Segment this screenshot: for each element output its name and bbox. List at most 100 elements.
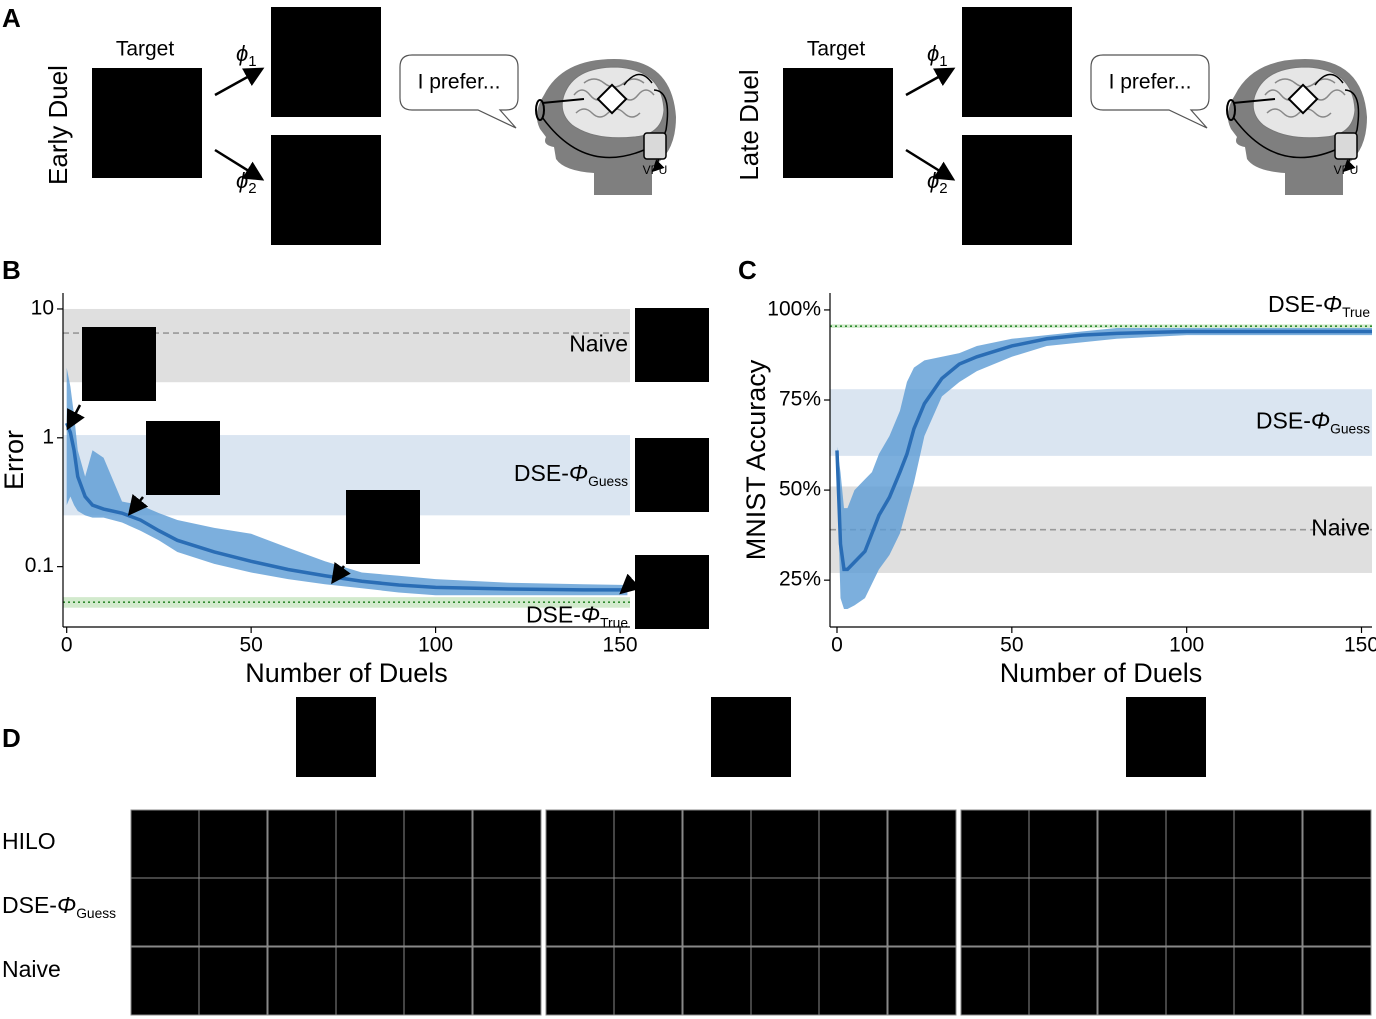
image	[1165, 809, 1235, 879]
image-bg	[1097, 809, 1167, 879]
band-label: DSE-ΦGuess	[514, 460, 628, 488]
label-text: DSE-	[1268, 291, 1323, 317]
glasses-arm	[1232, 98, 1276, 104]
y-axis-label: Error	[0, 430, 29, 490]
phi: ϕ2	[927, 168, 948, 197]
confidence-band	[66, 367, 628, 596]
image	[1028, 877, 1098, 947]
subscript: Guess	[588, 474, 628, 489]
subscript: True	[600, 615, 628, 630]
arrow	[66, 404, 85, 431]
wire2	[623, 73, 653, 86]
image-bg	[335, 946, 405, 1016]
image	[198, 877, 268, 947]
image	[146, 421, 220, 495]
image-bg	[472, 946, 542, 1016]
band-label: DSE-ΦTrue	[526, 601, 628, 629]
arrow	[127, 494, 149, 516]
image	[1302, 946, 1372, 1016]
image	[1097, 809, 1167, 879]
vpu	[643, 132, 667, 160]
image-bg	[818, 877, 888, 947]
image	[335, 809, 405, 879]
image-bg	[1165, 877, 1235, 947]
image	[750, 809, 820, 879]
arrow	[905, 67, 956, 97]
image	[962, 135, 1072, 245]
image-bg	[1302, 877, 1372, 947]
image	[296, 697, 376, 777]
image-bg	[887, 946, 957, 1016]
image-bg	[818, 946, 888, 1016]
phi: ϕ1	[236, 41, 257, 70]
image-bg	[267, 877, 337, 947]
image-bg	[472, 809, 542, 879]
image	[1302, 809, 1372, 879]
image	[545, 877, 615, 947]
image-bg	[472, 877, 542, 947]
image-bg	[1302, 809, 1372, 879]
image	[267, 877, 337, 947]
image-bg	[682, 946, 752, 1016]
image-bg	[146, 421, 220, 495]
image	[335, 877, 405, 947]
image-bg	[296, 697, 376, 777]
subscript: Guess	[76, 906, 116, 921]
label-text: DSE-	[514, 460, 569, 486]
image	[635, 438, 709, 512]
image-bg	[887, 877, 957, 947]
image	[1233, 809, 1303, 879]
image	[962, 7, 1072, 117]
glasses	[535, 99, 545, 121]
x-axis-label: Number of Duels	[245, 658, 448, 688]
image-bg	[1165, 946, 1235, 1016]
y-tick-label: 1	[42, 425, 54, 448]
image	[403, 946, 473, 1016]
image	[1097, 877, 1167, 947]
image-bg	[1302, 946, 1372, 1016]
speech-text: I prefer...	[418, 71, 501, 94]
subscript: Guess	[1330, 421, 1370, 436]
x-tick-label: 0	[61, 634, 73, 657]
image-bg	[1126, 697, 1206, 777]
panel-label: C	[738, 255, 757, 285]
image-bg	[130, 809, 200, 879]
image-bg	[818, 809, 888, 879]
mean-line	[65, 422, 628, 592]
image	[472, 877, 542, 947]
vpu-label: VPU	[643, 163, 668, 177]
image	[271, 135, 381, 245]
x-tick-label: 50	[1000, 634, 1023, 657]
image-bg	[1097, 946, 1167, 1016]
wire2	[1314, 73, 1344, 86]
panel-label: A	[2, 3, 21, 33]
image	[635, 555, 709, 629]
glasses-arm	[541, 98, 585, 104]
target-label: Target	[116, 38, 175, 61]
symbol: Φ	[57, 892, 76, 918]
image	[1165, 946, 1235, 1016]
image	[1028, 809, 1098, 879]
reference-band	[63, 597, 630, 608]
subscript: 2	[248, 180, 256, 197]
subscript: True	[1342, 305, 1370, 320]
image	[818, 946, 888, 1016]
image-bg	[198, 877, 268, 947]
image-bg	[1233, 946, 1303, 1016]
symbol: ϕ	[927, 168, 939, 193]
duel-title: Early Duel	[43, 65, 73, 185]
x-tick-label: 100	[1169, 634, 1204, 657]
x-tick-label: 50	[239, 634, 262, 657]
image	[1233, 946, 1303, 1016]
image-bg	[92, 68, 202, 178]
image	[1126, 697, 1206, 777]
symbol: ϕ	[236, 168, 248, 193]
image-bg	[198, 809, 268, 879]
image-bg	[1097, 877, 1167, 947]
image	[750, 877, 820, 947]
image-bg	[403, 877, 473, 947]
image-bg	[887, 809, 957, 879]
label-text: HILO	[2, 828, 56, 854]
image-bg	[403, 809, 473, 879]
symbol: Φ	[1323, 291, 1342, 317]
